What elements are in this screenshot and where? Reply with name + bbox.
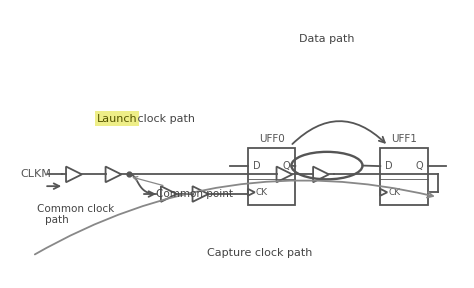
Text: UFF1: UFF1	[391, 134, 417, 144]
Text: path: path	[46, 215, 69, 226]
Text: Capture clock path: Capture clock path	[207, 248, 312, 258]
Text: clock path: clock path	[134, 113, 195, 124]
Text: CK: CK	[388, 188, 401, 197]
Text: Data path: Data path	[299, 34, 355, 44]
Text: Q: Q	[283, 161, 291, 171]
Text: Common clock: Common clock	[37, 204, 115, 214]
Text: Launch: Launch	[97, 113, 137, 124]
Text: CLKM: CLKM	[20, 169, 52, 179]
Text: CK: CK	[256, 188, 268, 197]
Bar	[380, 148, 428, 205]
Text: D: D	[253, 161, 260, 171]
Text: Q: Q	[415, 161, 423, 171]
Text: Common point: Common point	[133, 177, 233, 199]
Text: UFF0: UFF0	[259, 134, 284, 144]
Text: D: D	[385, 161, 393, 171]
Bar	[248, 148, 295, 205]
